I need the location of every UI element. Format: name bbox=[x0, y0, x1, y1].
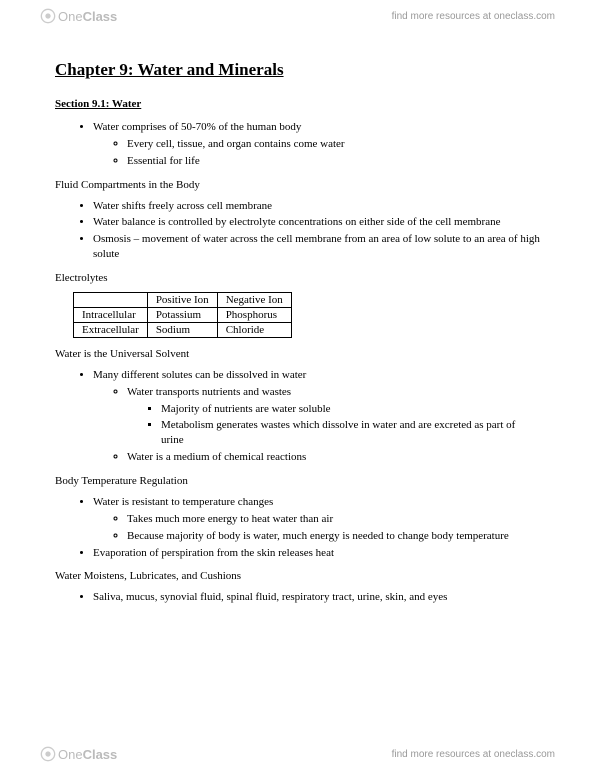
list-item: Metabolism generates wastes which dissol… bbox=[161, 418, 540, 448]
section-title: Section 9.1: Water bbox=[55, 98, 540, 110]
table-cell: Intracellular bbox=[74, 307, 148, 322]
subheading-fluid: Fluid Compartments in the Body bbox=[55, 179, 540, 191]
list-item: Water comprises of 50-70% of the human b… bbox=[93, 120, 540, 169]
bullet-text: Water comprises of 50-70% of the human b… bbox=[93, 121, 301, 133]
bullet-text: Water is resistant to temperature change… bbox=[93, 496, 273, 508]
table-cell: Positive Ion bbox=[147, 292, 217, 307]
table-cell: Phosphorus bbox=[217, 307, 291, 322]
logo-icon bbox=[40, 746, 56, 762]
fluid-list: Water shifts freely across cell membrane… bbox=[55, 199, 540, 262]
list-item: Water transports nutrients and wastes Ma… bbox=[127, 385, 540, 448]
solvent-list: Many different solutes can be dissolved … bbox=[55, 368, 540, 465]
logo-text-class: Class bbox=[83, 747, 118, 762]
bullet-text: Water transports nutrients and wastes bbox=[127, 386, 291, 398]
table-cell: Negative Ion bbox=[217, 292, 291, 307]
brand-logo-footer: OneClass bbox=[40, 746, 117, 762]
subheading-temp: Body Temperature Regulation bbox=[55, 475, 540, 487]
footer-tagline: find more resources at oneclass.com bbox=[392, 749, 555, 760]
table-cell bbox=[74, 292, 148, 307]
table-row: Positive Ion Negative Ion bbox=[74, 292, 292, 307]
logo-text-one: One bbox=[58, 9, 83, 24]
bullet-text: Many different solutes can be dissolved … bbox=[93, 369, 306, 381]
table-row: Intracellular Potassium Phosphorus bbox=[74, 307, 292, 322]
list-item: Evaporation of perspiration from the ski… bbox=[93, 546, 540, 561]
list-item: Takes much more energy to heat water tha… bbox=[127, 512, 540, 527]
temp-list: Water is resistant to temperature change… bbox=[55, 495, 540, 560]
electrolytes-table: Positive Ion Negative Ion Intracellular … bbox=[73, 292, 292, 338]
list-item: Water is resistant to temperature change… bbox=[93, 495, 540, 544]
subheading-moist: Water Moistens, Lubricates, and Cushions bbox=[55, 570, 540, 582]
subheading-solvent: Water is the Universal Solvent bbox=[55, 348, 540, 360]
subheading-electrolytes: Electrolytes bbox=[55, 272, 540, 284]
logo-text-one: One bbox=[58, 747, 83, 762]
table-cell: Potassium bbox=[147, 307, 217, 322]
list-item: Because majority of body is water, much … bbox=[127, 529, 540, 544]
list-item: Water shifts freely across cell membrane bbox=[93, 199, 540, 214]
intro-list: Water comprises of 50-70% of the human b… bbox=[55, 120, 540, 169]
list-item: Majority of nutrients are water soluble bbox=[161, 402, 540, 417]
list-item: Saliva, mucus, synovial fluid, spinal fl… bbox=[93, 590, 540, 605]
list-item: Water is a medium of chemical reactions bbox=[127, 450, 540, 465]
brand-logo: OneClass bbox=[40, 8, 117, 24]
list-item: Every cell, tissue, and organ contains c… bbox=[127, 137, 540, 152]
logo-text-class: Class bbox=[83, 9, 118, 24]
chapter-title: Chapter 9: Water and Minerals bbox=[55, 60, 540, 80]
table-cell: Chloride bbox=[217, 322, 291, 337]
list-item: Osmosis – movement of water across the c… bbox=[93, 232, 540, 262]
list-item: Essential for life bbox=[127, 154, 540, 169]
table-row: Extracellular Sodium Chloride bbox=[74, 322, 292, 337]
page-header: OneClass find more resources at oneclass… bbox=[0, 0, 595, 32]
header-tagline: find more resources at oneclass.com bbox=[392, 11, 555, 22]
document-content: Chapter 9: Water and Minerals Section 9.… bbox=[0, 0, 595, 663]
table-cell: Extracellular bbox=[74, 322, 148, 337]
moist-list: Saliva, mucus, synovial fluid, spinal fl… bbox=[55, 590, 540, 605]
page-footer: OneClass find more resources at oneclass… bbox=[0, 738, 595, 770]
list-item: Many different solutes can be dissolved … bbox=[93, 368, 540, 465]
table-cell: Sodium bbox=[147, 322, 217, 337]
logo-icon bbox=[40, 8, 56, 24]
list-item: Water balance is controlled by electroly… bbox=[93, 215, 540, 230]
